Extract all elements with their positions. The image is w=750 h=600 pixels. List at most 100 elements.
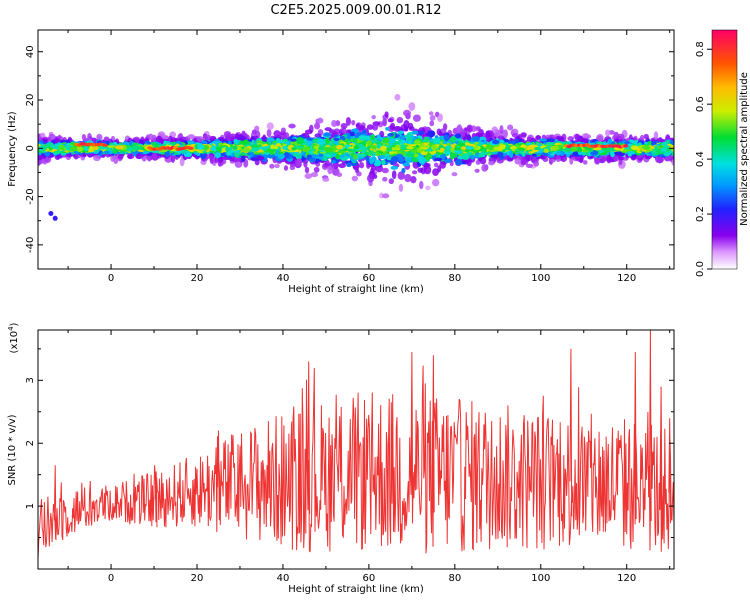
heat-cell <box>475 159 481 165</box>
heat-cell <box>405 157 412 162</box>
heat-cell <box>324 127 332 132</box>
heat-cell <box>289 165 296 171</box>
heat-cell <box>481 164 488 172</box>
heat-cell <box>451 153 458 158</box>
heat-cell <box>96 133 103 141</box>
heat-cell <box>461 153 470 160</box>
heat-cell <box>520 156 527 166</box>
heat-cell <box>371 164 377 172</box>
heat-cell <box>234 157 242 162</box>
heat-cell <box>423 136 430 143</box>
heat-cell <box>525 163 534 168</box>
heat-cell <box>178 132 183 138</box>
heat-cell <box>153 153 158 160</box>
heat-cell <box>170 155 176 163</box>
heat-cell <box>423 165 432 175</box>
heat-cell <box>403 119 410 129</box>
heat-cell <box>187 134 196 140</box>
heat-cell <box>404 126 409 132</box>
heat-cell <box>389 122 396 131</box>
heat-cell <box>39 132 46 138</box>
heat-cell <box>540 155 545 160</box>
heat-cell <box>341 127 347 134</box>
heat-cell <box>431 178 440 187</box>
heat-cell <box>251 129 257 135</box>
heat-cell <box>542 152 549 156</box>
heat-cell <box>117 153 124 160</box>
heat-cell <box>488 160 495 166</box>
heat-cell <box>308 157 317 162</box>
heat-cell <box>333 137 340 142</box>
heat-cell <box>381 159 386 166</box>
heat-cell <box>406 137 413 142</box>
heat-cell <box>412 114 421 122</box>
heat-cell <box>303 160 308 168</box>
heat-cell <box>397 130 404 135</box>
heat-cell <box>391 170 397 180</box>
heat-cell <box>418 130 425 135</box>
heat-cell <box>365 155 370 162</box>
heat-cell <box>371 115 376 120</box>
heat-cell <box>378 154 386 159</box>
heat-cell <box>209 154 214 163</box>
heat-cell <box>306 137 314 141</box>
heat-cell <box>535 135 542 140</box>
heat-cell <box>436 128 442 136</box>
heat-cell <box>639 134 645 142</box>
heat-cell <box>384 111 389 118</box>
heat-cell <box>466 134 472 141</box>
heat-cell <box>335 153 341 159</box>
heat-cell <box>372 124 379 131</box>
heat-cell <box>240 155 246 162</box>
heat-cell <box>382 176 388 182</box>
heat-cell <box>196 136 204 143</box>
heat-cell <box>600 155 607 161</box>
heat-cell <box>275 137 281 144</box>
heat-cell <box>618 155 624 161</box>
heat-cell <box>43 139 48 143</box>
heat-cell <box>323 156 328 162</box>
heat-cell <box>533 161 539 167</box>
heat-cell <box>427 130 436 138</box>
heat-cell <box>336 172 343 178</box>
heat-cell <box>604 129 611 137</box>
heat-cell <box>387 132 395 137</box>
heat-cell <box>266 122 274 131</box>
heat-cell <box>451 172 458 177</box>
heat-cell <box>318 153 324 157</box>
heat-cell <box>432 168 439 176</box>
heat-cell <box>304 129 313 135</box>
heat-cell <box>394 93 401 101</box>
heat-cell <box>408 102 416 111</box>
heat-cell <box>373 159 382 167</box>
heat-cell <box>426 152 432 158</box>
heat-cell <box>349 131 356 137</box>
heat-cell <box>410 175 417 184</box>
heat-cell <box>472 135 480 142</box>
heat-cell <box>345 116 352 126</box>
heat-cell <box>390 156 399 163</box>
heat-cell <box>613 155 620 162</box>
heat-cell <box>433 162 439 168</box>
heat-cell <box>323 132 332 137</box>
heat-cell <box>499 125 504 134</box>
spectrogram-heatmap <box>38 93 674 221</box>
heat-cell <box>288 123 296 129</box>
heat-cell <box>444 158 452 164</box>
heat-cell <box>412 170 418 175</box>
heat-cell <box>506 156 514 162</box>
heat-cell <box>520 132 527 138</box>
heat-cell <box>390 165 398 170</box>
heat-cell <box>266 128 272 138</box>
heat-cell <box>253 157 260 161</box>
heat-cell <box>385 126 390 131</box>
heat-cell <box>429 115 436 121</box>
heat-cell <box>331 119 337 127</box>
heat-cell <box>324 159 330 166</box>
heat-cell <box>466 124 473 133</box>
heat-cell <box>614 151 622 155</box>
heat-cell <box>361 129 367 134</box>
heat-cell <box>334 162 339 168</box>
heat-cell <box>643 133 649 140</box>
heat-cell <box>269 163 275 169</box>
